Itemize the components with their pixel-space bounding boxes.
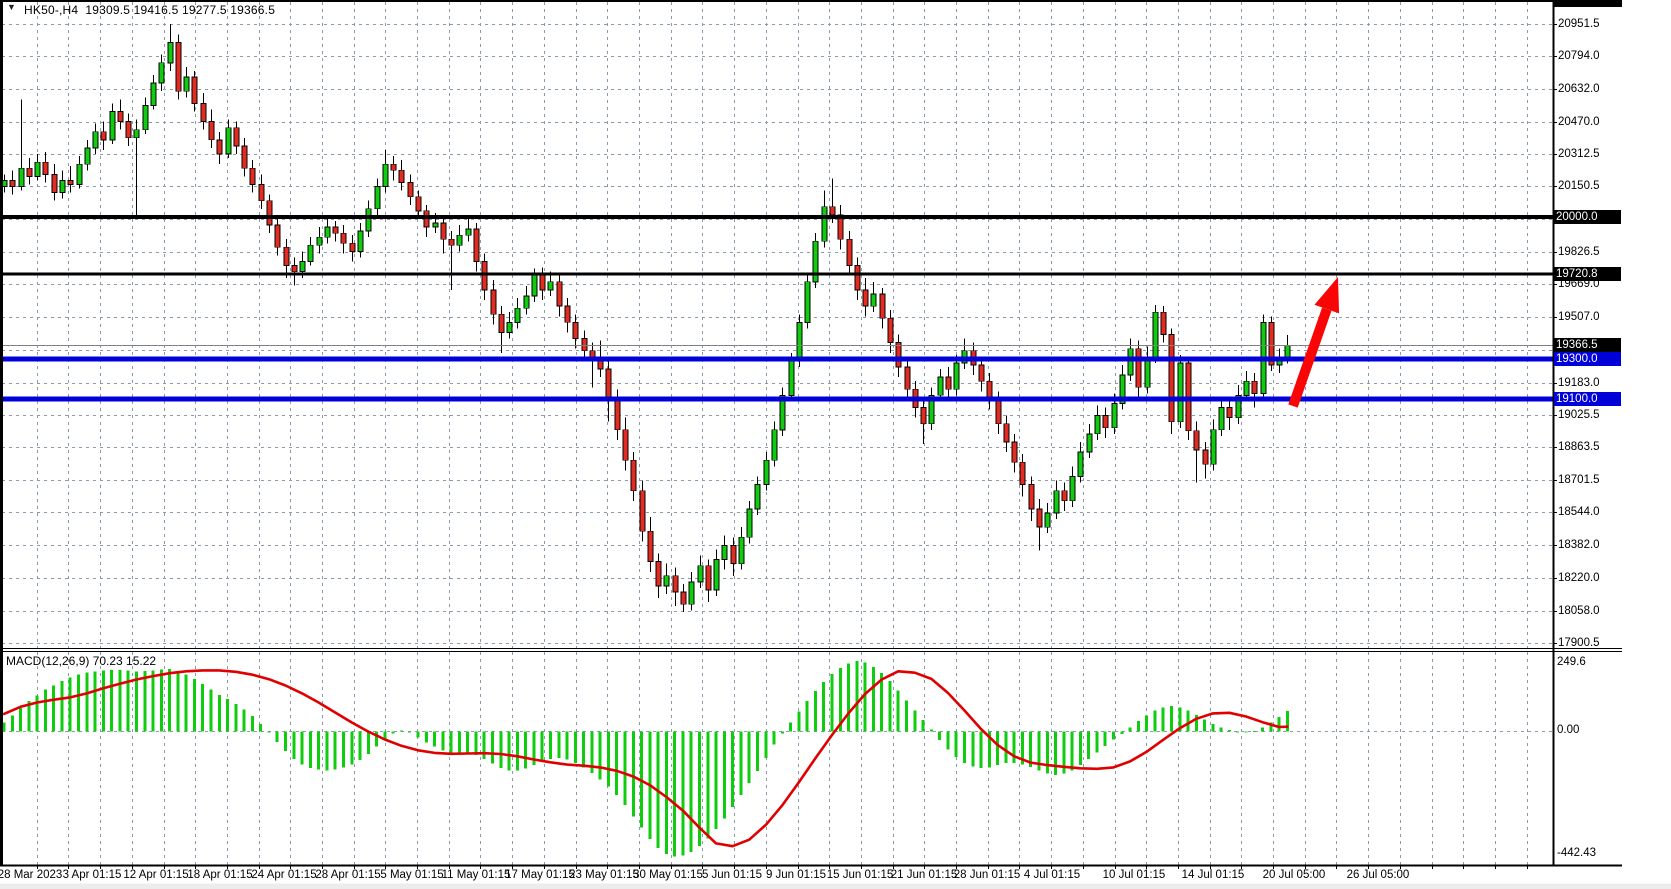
price-axis-label: 18058.0	[1558, 604, 1600, 617]
time-axis-label: 24 Apr 01:15	[251, 869, 317, 881]
macd-histogram-layer	[2, 661, 1289, 857]
price-level-tag: 20000.0	[1554, 209, 1621, 224]
macd-axis-max-label: 249.6	[1557, 656, 1586, 668]
time-axis-label: 14 Jul 01:15	[1181, 869, 1245, 881]
chart-title: HK50-,H4 19309.5 19416.5 19277.5 19366.5	[24, 3, 275, 17]
time-axis-label: 28 Apr 01:15	[315, 869, 381, 881]
time-axis-label: 4 Jul 01:15	[1023, 869, 1081, 881]
price-axis-label: 20951.5	[1558, 18, 1600, 30]
time-axis-label: 28 Mar 2023	[0, 869, 63, 881]
price-axis-label: 19025.5	[1558, 408, 1600, 421]
time-axis-label: 28 Jun 01:15	[953, 869, 1021, 881]
symbol-dropdown-icon[interactable]: ▼	[7, 2, 16, 12]
ohlc-values: 19309.5 19416.5 19277.5 19366.5	[85, 3, 276, 17]
time-axis-label: 5 May 01:15	[380, 869, 444, 881]
macd-axis-zero-label: 0.00	[1557, 724, 1580, 736]
macd-signal-line	[2, 669, 1289, 848]
price-axis-label: 20312.5	[1558, 147, 1600, 160]
time-axis-label: 10 Jul 01:15	[1102, 869, 1166, 881]
price-level-tag: 19300.0	[1554, 351, 1621, 366]
price-level-tag: 19366.5	[1554, 338, 1621, 353]
time-axis-label: 12 Apr 01:15	[123, 869, 189, 881]
price-axis-label: 17900.5	[1558, 636, 1600, 649]
window-chrome	[0, 0, 1622, 869]
price-axis-label: 19669.0	[1558, 278, 1600, 291]
price-axis-label: 18701.5	[1558, 474, 1600, 487]
time-axis-label: 5 Jun 01:15	[701, 869, 763, 881]
price-level-tag: 19720.8	[1554, 266, 1621, 281]
time-axis-label: 30 May 01:15	[633, 869, 703, 881]
time-axis-label: 18 Apr 01:15	[187, 869, 253, 881]
price-axis-label: 18382.0	[1558, 539, 1600, 551]
price-axis-label: 20470.0	[1558, 115, 1600, 128]
macd-axis-min-label: -442.43	[1557, 846, 1597, 859]
price-axis-label: 19826.5	[1558, 246, 1600, 259]
time-axis-label: 23 May 01:15	[569, 869, 639, 881]
time-axis-label: 9 Jun 01:15	[765, 869, 827, 881]
time-axis-label: 17 May 01:15	[505, 869, 575, 881]
macd-indicator-label: MACD(12,26,9) 70.23 15.22	[6, 654, 157, 668]
symbol-period-label: HK50-,H4	[24, 3, 79, 17]
time-axis-label: 20 Jul 05:00	[1262, 869, 1326, 881]
bottom-edge-strip	[0, 883, 1671, 889]
price-axis-label: 19183.0	[1558, 376, 1600, 389]
time-axis-label: 3 Apr 01:15	[62, 869, 122, 881]
price-axis-label: 20794.0	[1558, 49, 1600, 62]
trend-arrow[interactable]	[1288, 277, 1340, 408]
price-axis-label: 18863.5	[1558, 441, 1600, 454]
time-axis-label: 15 Jun 01:15	[826, 869, 894, 881]
price-axis-label: 20150.5	[1558, 180, 1600, 193]
time-axis-label: 21 Jun 01:15	[890, 869, 958, 881]
price-axis-label: 18544.0	[1558, 506, 1600, 519]
price-axis-label: 18220.0	[1558, 571, 1600, 584]
vertical-gridlines	[37, 2, 1528, 865]
price-axis-label: 19507.0	[1558, 310, 1600, 323]
time-axis-label: 11 May 01:15	[441, 869, 511, 881]
price-level-tag: 19100.0	[1554, 392, 1621, 407]
time-axis-label: 26 Jul 05:00	[1346, 869, 1410, 881]
price-axis-label: 20632.0	[1558, 82, 1600, 95]
